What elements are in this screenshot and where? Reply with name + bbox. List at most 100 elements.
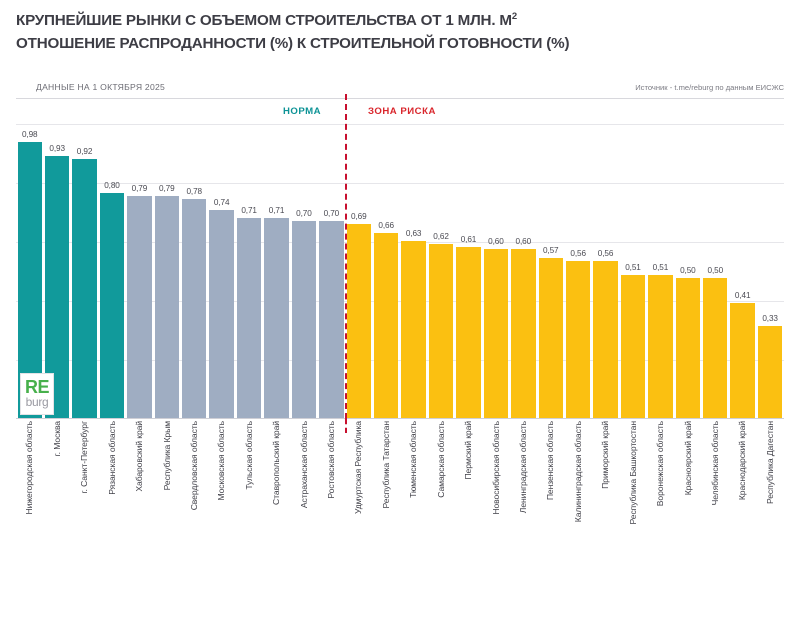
- axis-label: Ростовская область: [326, 420, 337, 499]
- axis-label: Тюменская область: [408, 420, 419, 498]
- page-title-line-1-text: КРУПНЕЙШИЕ РЫНКИ С ОБЪЕМОМ СТРОИТЕЛЬСТВА…: [16, 12, 512, 30]
- bar-rect[interactable]: [209, 209, 234, 419]
- bar-value-label: 0,66: [378, 220, 394, 230]
- bar-rect[interactable]: [236, 218, 262, 419]
- chart-bars: 0,98 0,93 0,92 0,80 0,79 0,79 0,78 0,74 0,71 0,71…: [16, 124, 784, 419]
- bar-rect[interactable]: [319, 221, 344, 419]
- bar-cell[interactable]: 0,61: [455, 124, 482, 419]
- bar-rect[interactable]: [291, 221, 317, 419]
- bar-cell[interactable]: 0,51: [619, 124, 646, 419]
- bar-cell[interactable]: 0,71: [235, 124, 262, 419]
- bar-value-label: 0,70: [323, 209, 340, 219]
- bar-cell[interactable]: 0,60: [482, 124, 509, 419]
- bar-cell[interactable]: 0,79: [153, 124, 180, 419]
- bar-value-label: 0,98: [21, 130, 38, 140]
- axis-label-cell: Краснодарский край: [729, 419, 756, 579]
- bar-rect[interactable]: [17, 142, 42, 419]
- bar-value-label: 0,92: [76, 147, 93, 157]
- chart-plot-area: 0,98 0,93 0,92 0,80 0,79 0,79 0,78 0,74 0,71 0,71…: [16, 93, 784, 419]
- bar-rect[interactable]: [373, 232, 399, 419]
- bar-cell[interactable]: 0,63: [400, 124, 427, 419]
- bar-rect[interactable]: [264, 218, 289, 419]
- axis-label: Московская область: [216, 420, 227, 501]
- bar-cell[interactable]: 0,69: [345, 124, 372, 419]
- bar-cell[interactable]: 0,57: [537, 124, 564, 419]
- bar-cell[interactable]: 0,50: [702, 124, 729, 419]
- bar-rect[interactable]: [648, 274, 673, 419]
- data-date-label: ДАННЫЕ НА 1 ОКТЯБРЯ 2025: [36, 81, 166, 92]
- bar-rect[interactable]: [154, 195, 180, 419]
- zone-divider-line: [345, 93, 348, 419]
- bar-cell[interactable]: 0,92: [71, 124, 98, 419]
- bar-rect[interactable]: [483, 249, 509, 419]
- bar-rect[interactable]: [428, 243, 454, 419]
- bar-cell[interactable]: 0,74: [208, 124, 235, 419]
- bar-rect[interactable]: [703, 277, 728, 419]
- bar-rect[interactable]: [565, 260, 591, 419]
- bar-rect[interactable]: [538, 257, 563, 419]
- bar-cell[interactable]: 0,50: [674, 124, 701, 419]
- bar-cell[interactable]: 0,66: [372, 124, 399, 419]
- axis-label: Хабаровский край: [134, 420, 145, 492]
- bar-value-label: 0,74: [213, 197, 230, 207]
- bar-rect[interactable]: [99, 193, 125, 419]
- bar-rect[interactable]: [511, 249, 536, 419]
- header-divider-rule: [16, 97, 784, 99]
- bar-cell[interactable]: 0,79: [126, 124, 153, 419]
- zone-label-norm: НОРМА: [283, 105, 322, 117]
- axis-label-cell: г. Москва: [43, 419, 70, 579]
- bar-cell[interactable]: 0,51: [647, 124, 674, 419]
- axis-label: Удмуртская Республика: [353, 420, 364, 514]
- bar-rect[interactable]: [593, 260, 618, 419]
- bar-rect[interactable]: [346, 224, 371, 419]
- bar-rect[interactable]: [730, 303, 755, 419]
- bar-rect[interactable]: [72, 159, 97, 419]
- bar-cell[interactable]: 0,33: [756, 124, 783, 419]
- bar-cell[interactable]: 0,56: [592, 124, 619, 419]
- axis-label-cell: Самарская область: [427, 419, 454, 579]
- axis-label: г. Санкт-Петербург: [79, 420, 90, 494]
- bar-cell[interactable]: 0,41: [729, 124, 756, 419]
- axis-label-cell: Тульская область: [235, 419, 262, 579]
- axis-label: Ставропольский край: [271, 420, 282, 505]
- axis-label-cell: Московская область: [208, 419, 235, 579]
- axis-label-cell: Пензенская область: [537, 419, 564, 579]
- bar-cell[interactable]: 0,70: [290, 124, 317, 419]
- axis-label-cell: Красноярский край: [674, 419, 701, 579]
- axis-label-cell: Астраханская область: [290, 419, 317, 579]
- axis-label: Пермский край: [463, 420, 474, 480]
- bar-rect[interactable]: [401, 241, 426, 419]
- axis-label-cell: Тюменская область: [400, 419, 427, 579]
- bar-value-label: 0,63: [405, 229, 422, 238]
- bar-rect[interactable]: [127, 195, 152, 419]
- axis-label: Астраханская область: [298, 420, 309, 508]
- bar-cell[interactable]: 0,78: [181, 124, 208, 419]
- axis-label-cell: Калининградская область: [564, 419, 591, 579]
- meta-row: ДАННЫЕ НА 1 ОКТЯБРЯ 2025 Источник - t.me…: [0, 81, 800, 99]
- bar-cell[interactable]: 0,62: [427, 124, 454, 419]
- bar-rect[interactable]: [675, 277, 701, 419]
- axis-label: Рязанская область: [106, 420, 117, 495]
- bar-value-label: 0,57: [542, 245, 559, 255]
- axis-label: Новосибирская область: [490, 420, 501, 515]
- bar-rect[interactable]: [620, 274, 646, 419]
- bar-rect[interactable]: [456, 246, 481, 419]
- axis-label: г. Москва: [51, 420, 62, 456]
- axis-label-cell: г. Санкт-Петербург: [71, 419, 98, 579]
- bar-value-label: 0,70: [296, 209, 312, 219]
- bar-cell[interactable]: 0,60: [510, 124, 537, 419]
- bar-cell[interactable]: 0,98: [16, 124, 43, 419]
- bar-rect[interactable]: [182, 198, 207, 419]
- axis-label-cell: Ленинградская область: [510, 419, 537, 579]
- chart-baseline: [16, 417, 784, 419]
- bar-cell[interactable]: 0,80: [98, 124, 125, 419]
- bar-cell[interactable]: 0,71: [263, 124, 290, 419]
- bar-cell[interactable]: 0,56: [564, 124, 591, 419]
- bar-value-label: 0,51: [652, 262, 669, 272]
- bar-rect[interactable]: [757, 325, 783, 419]
- axis-label-cell: Пермский край: [455, 419, 482, 579]
- axis-label-cell: Нижегородская область: [16, 419, 43, 579]
- bar-cell[interactable]: 0,70: [318, 124, 345, 419]
- bar-value-label: 0,71: [241, 206, 257, 216]
- axis-label: Пензенская область: [545, 420, 556, 500]
